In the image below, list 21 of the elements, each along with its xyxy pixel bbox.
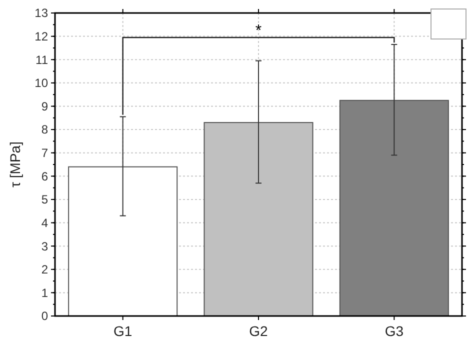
y-tick-label: 3: [41, 239, 48, 254]
x-tick-label: G1: [113, 323, 132, 339]
y-tick-label: 2: [41, 262, 48, 277]
y-axis-title: τ [MPa]: [7, 142, 23, 188]
y-tick-label: 4: [41, 216, 48, 230]
y-tick-label: 7: [41, 146, 48, 160]
x-tick-label: G3: [384, 323, 404, 339]
bracket: *: [122, 22, 395, 115]
y-tick-label: 11: [36, 52, 48, 67]
y-tick-label: 5: [41, 192, 48, 207]
y-tick-label: 10: [34, 76, 48, 90]
bar: [68, 166, 178, 316]
y-tick-label: 0: [41, 309, 48, 324]
y-tick-label: 13: [34, 6, 48, 20]
y-tick-label: 1: [41, 286, 48, 300]
y-tick-label: 12: [34, 30, 48, 44]
y-tick-label: 6: [41, 169, 48, 184]
x-tick-label: G2: [249, 323, 268, 339]
y-tick-label: 8: [41, 122, 48, 137]
y-tick-label: 9: [41, 99, 48, 114]
annotation: *: [255, 22, 262, 40]
